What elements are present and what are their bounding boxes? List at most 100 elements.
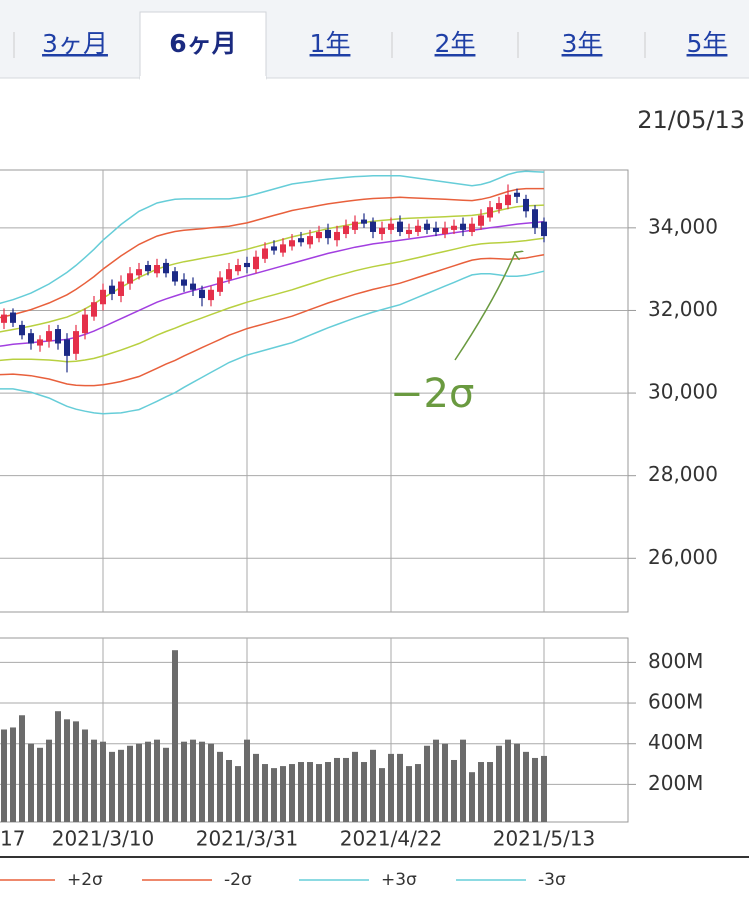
volume-bar <box>190 739 196 822</box>
volume-bar <box>64 719 70 822</box>
volume-bar <box>208 743 214 822</box>
tab[interactable]: 5年 <box>687 29 728 58</box>
volume-bar <box>442 743 448 822</box>
x-tick-label: 2021/3/31 <box>196 827 299 851</box>
volume-bar <box>163 747 169 822</box>
candle-body <box>46 331 52 342</box>
annotation-arrow <box>454 253 515 361</box>
x-tick-label: 2021/5/13 <box>493 827 596 851</box>
candle-body <box>370 221 376 232</box>
candle-body <box>289 240 295 247</box>
candle-body <box>460 223 466 230</box>
band-line <box>0 170 545 305</box>
candle-body <box>217 277 223 292</box>
x-tick-label: 2021/4/22 <box>340 827 443 851</box>
tab[interactable]: 2年 <box>435 29 476 58</box>
legend-label: +2σ <box>67 870 103 890</box>
volume-bar <box>388 753 394 822</box>
volume-bar <box>1 729 7 822</box>
volume-bar <box>46 739 52 822</box>
volume-bar <box>28 743 34 822</box>
candle-body <box>28 333 34 344</box>
candle-body <box>262 248 268 259</box>
volume-bar <box>91 739 97 822</box>
volume-bar <box>496 745 502 822</box>
candle-body <box>271 246 277 251</box>
volume-bar <box>541 755 547 822</box>
volume-bar <box>406 766 412 822</box>
volume-bar <box>82 729 88 822</box>
candle-body <box>154 265 160 274</box>
candle-body <box>118 281 124 296</box>
candle-body <box>226 269 232 280</box>
candle-body <box>172 271 178 282</box>
candle-body <box>208 289 214 301</box>
candle-body <box>505 194 511 206</box>
candle-body <box>73 331 79 354</box>
volume-bar <box>145 741 151 822</box>
candle-body <box>541 221 547 237</box>
volume-bar <box>253 753 259 822</box>
candle-body <box>496 203 502 210</box>
candle-body <box>181 279 187 286</box>
y-tick-label: 30,000 <box>648 380 718 404</box>
volume-bar <box>361 762 367 822</box>
tab-bar <box>0 0 749 78</box>
candle-body <box>361 219 367 224</box>
volume-bar <box>127 745 133 822</box>
candle-body <box>523 198 529 212</box>
volume-bar <box>352 751 358 822</box>
tab[interactable]: 1年 <box>310 29 351 58</box>
band-line <box>0 270 545 415</box>
candle-body <box>298 238 304 243</box>
tab[interactable]: 3年 <box>562 29 603 58</box>
chart-date: 21/05/13 <box>637 106 745 134</box>
volume-bar <box>505 739 511 822</box>
candle-body <box>424 223 430 230</box>
candle-body <box>19 324 25 336</box>
y-tick-label: 28,000 <box>648 462 718 486</box>
candle-body <box>469 223 475 232</box>
volume-bar <box>235 766 241 822</box>
candle-body <box>55 329 61 344</box>
legend-label: -3σ <box>538 870 566 890</box>
volume-bar <box>460 739 466 822</box>
volume-bar <box>379 768 385 822</box>
candle-body <box>415 225 421 232</box>
tab[interactable]: 3ヶ月 <box>42 29 108 58</box>
volume-bar <box>397 753 403 822</box>
band-line <box>0 187 544 319</box>
volume-bar <box>370 749 376 822</box>
volume-bar <box>37 747 43 822</box>
volume-bar <box>226 759 232 822</box>
candle-body <box>82 314 88 334</box>
volume-bar <box>100 741 106 822</box>
candle-body <box>145 265 151 272</box>
volume-bar <box>271 768 277 822</box>
volume-bar <box>433 739 439 822</box>
volume-bar <box>19 715 25 822</box>
candle-body <box>1 314 7 323</box>
volume-bar <box>415 764 421 822</box>
candle-body <box>100 289 106 305</box>
volume-bar <box>325 762 331 822</box>
candle-body <box>307 236 313 245</box>
volume-bar <box>478 762 484 822</box>
x-tick-label: 2021/3/10 <box>52 827 155 851</box>
tab[interactable]: 6ヶ月 <box>169 29 236 58</box>
y-tick-label: 32,000 <box>648 297 718 321</box>
volume-bar <box>532 757 538 822</box>
legend-label: -2σ <box>224 870 252 890</box>
y-tick-label: 400M <box>648 730 703 754</box>
candle-body <box>514 192 520 197</box>
volume-bar <box>514 743 520 822</box>
annotation: −2σ <box>390 371 474 417</box>
candle-body <box>10 312 16 323</box>
volume-bar <box>523 751 529 822</box>
y-tick-label: 26,000 <box>648 545 718 569</box>
candle-body <box>91 302 97 317</box>
legend-label: +3σ <box>381 870 417 890</box>
active-tab-gap <box>140 76 266 80</box>
candle-body <box>397 221 403 232</box>
